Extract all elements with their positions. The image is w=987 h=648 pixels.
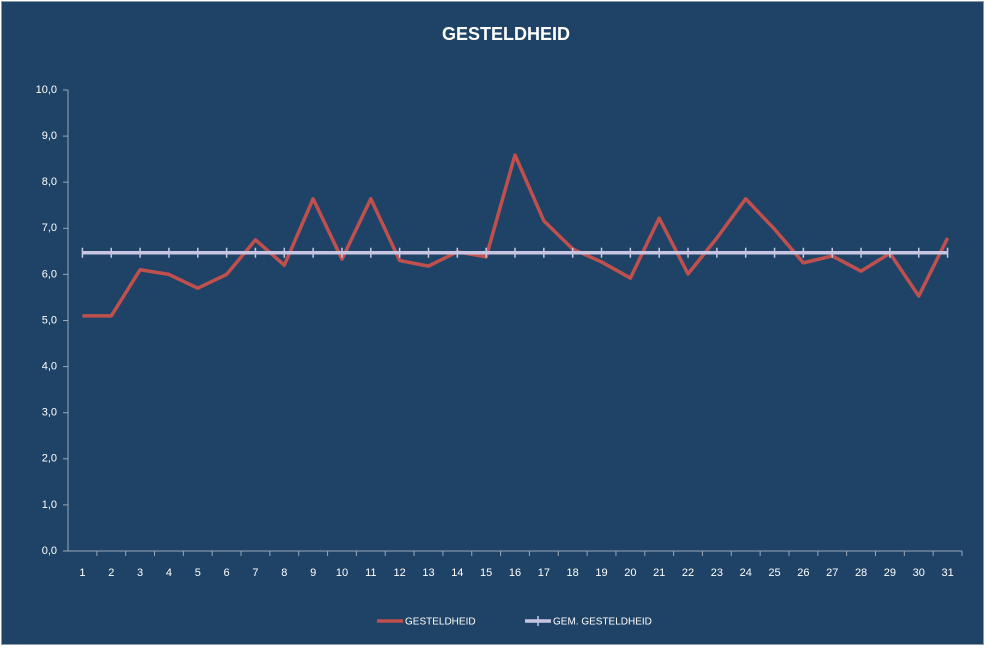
legend-label: GESTELDHEID bbox=[405, 617, 476, 628]
y-tick-label: 6,0 bbox=[42, 268, 57, 280]
y-tick-label: 2,0 bbox=[42, 453, 57, 465]
x-tick-label: 28 bbox=[855, 567, 867, 579]
x-tick-label: 30 bbox=[913, 567, 925, 579]
y-tick-label: 7,0 bbox=[42, 222, 57, 234]
x-tick-label: 31 bbox=[941, 567, 953, 579]
x-tick-label: 4 bbox=[166, 567, 172, 579]
x-tick-label: 15 bbox=[480, 567, 492, 579]
x-tick-label: 9 bbox=[310, 567, 316, 579]
y-tick-label: 1,0 bbox=[42, 499, 57, 511]
legend-label: GEM. GESTELDHEID bbox=[553, 617, 652, 628]
y-tick-label: 4,0 bbox=[42, 361, 57, 373]
y-tick-label: 0,0 bbox=[42, 545, 57, 557]
x-tick-label: 22 bbox=[682, 567, 694, 579]
x-tick-label: 11 bbox=[365, 567, 376, 579]
series-line bbox=[82, 153, 950, 318]
x-tick-label: 27 bbox=[826, 567, 838, 579]
x-tick-label: 20 bbox=[624, 567, 636, 579]
x-tick-label: 2 bbox=[108, 567, 114, 579]
x-tick-label: 5 bbox=[195, 567, 201, 579]
x-tick-label: 13 bbox=[422, 567, 434, 579]
x-tick-label: 14 bbox=[451, 567, 463, 579]
chart-title: GESTELDHEID bbox=[442, 24, 570, 44]
x-tick-label: 21 bbox=[653, 567, 665, 579]
y-tick-label: 10,0 bbox=[36, 84, 57, 96]
x-tick-label: 12 bbox=[394, 567, 406, 579]
y-tick-label: 3,0 bbox=[42, 407, 57, 419]
y-tick-label: 9,0 bbox=[42, 130, 57, 142]
x-tick-label: 7 bbox=[252, 567, 258, 579]
x-tick-label: 29 bbox=[884, 567, 896, 579]
y-tick-label: 5,0 bbox=[42, 314, 57, 326]
x-tick-label: 26 bbox=[797, 567, 809, 579]
x-tick-label: 10 bbox=[336, 567, 348, 579]
x-tick-label: 1 bbox=[79, 567, 85, 579]
x-tick-label: 24 bbox=[740, 567, 752, 579]
x-tick-label: 3 bbox=[137, 567, 143, 579]
x-tick-label: 6 bbox=[224, 567, 230, 579]
y-tick-label: 8,0 bbox=[42, 176, 57, 188]
x-tick-label: 16 bbox=[509, 567, 521, 579]
x-tick-label: 25 bbox=[768, 567, 780, 579]
x-tick-label: 19 bbox=[595, 567, 607, 579]
x-tick-label: 18 bbox=[567, 567, 579, 579]
x-tick-label: 8 bbox=[281, 567, 287, 579]
x-tick-label: 17 bbox=[538, 567, 550, 579]
x-tick-label: 23 bbox=[711, 567, 723, 579]
